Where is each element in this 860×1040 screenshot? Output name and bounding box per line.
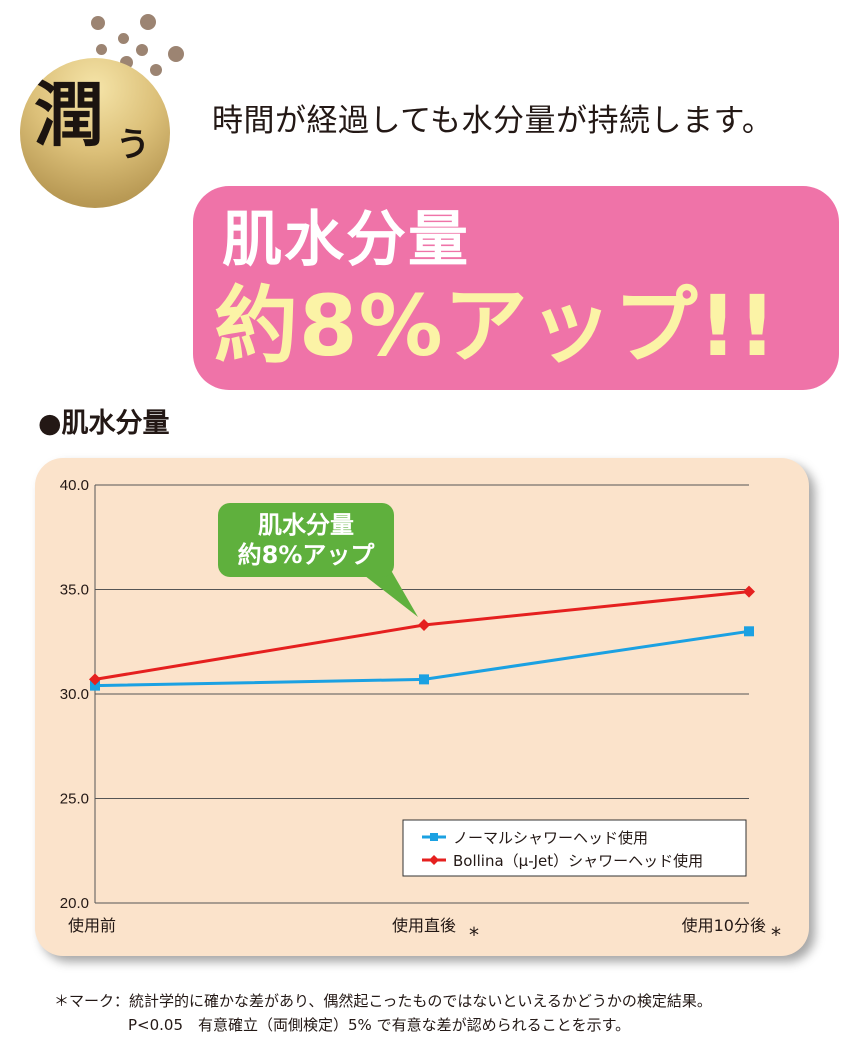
data-point-diamond: [418, 619, 430, 632]
significance-mark: *: [469, 923, 479, 947]
y-tick-label: 40.0: [60, 477, 89, 494]
legend-label: Bollina（μ-Jet）シャワーヘッド使用: [453, 852, 703, 870]
x-category-label: 使用10分後: [682, 916, 766, 935]
data-point-square: [90, 680, 100, 691]
decorative-dot: [118, 33, 129, 44]
badge: [20, 58, 170, 208]
data-point-diamond: [89, 673, 101, 686]
decorative-dot: [168, 46, 184, 62]
legend-box: [402, 819, 747, 877]
legend-marker-diamond: [429, 855, 439, 865]
data-point-square: [744, 626, 754, 637]
highlight-banner: [193, 186, 839, 390]
callout-box: [218, 503, 394, 577]
x-category-label: 使用直後: [392, 916, 456, 935]
decorative-dot: [140, 14, 156, 30]
callout-text: 約8%アップ: [238, 541, 376, 569]
y-tick-label: 35.0: [60, 582, 89, 599]
section-heading: ●肌水分量: [38, 408, 170, 439]
subtitle: 時間が経過しても水分量が持続します。: [212, 103, 774, 139]
callout-pointer: [360, 572, 418, 618]
footnote-line-2: P<0.05 有意確立（両側検定）5% で有意な差が認められることを示す。: [128, 1016, 631, 1034]
badge-main-text: 潤: [34, 74, 104, 156]
data-point-square: [419, 674, 429, 685]
series-line-bollina: [94, 590, 750, 681]
decorative-dot: [91, 16, 105, 30]
legend-marker-square: [430, 833, 438, 841]
decorative-dot: [150, 64, 162, 76]
footnote-line-1: ＊マーク：統計学的に確かな差があり、偶然起こったものではないといえるかどうかの検…: [54, 992, 712, 1010]
callout-text: 肌水分量: [258, 511, 354, 539]
x-category-label: 使用前: [68, 916, 116, 935]
banner-headline: 約8%アップ!!: [214, 277, 778, 375]
footnote: ＊マーク：統計学的に確かな差があり、偶然起こったものではないといえるかどうかの検…: [54, 989, 854, 1037]
y-tick-label: 20.0: [60, 895, 89, 912]
data-point-diamond: [743, 585, 755, 598]
y-tick-label: 30.0: [60, 686, 89, 703]
banner-title: 肌水分量: [222, 205, 470, 275]
badge-small-text: う: [116, 125, 150, 165]
decorative-dot: [96, 44, 107, 55]
legend-label: ノーマルシャワーヘッド使用: [453, 829, 648, 847]
decorative-dot: [136, 44, 148, 56]
significance-mark: *: [771, 923, 781, 947]
y-tick-label: 25.0: [60, 791, 89, 808]
